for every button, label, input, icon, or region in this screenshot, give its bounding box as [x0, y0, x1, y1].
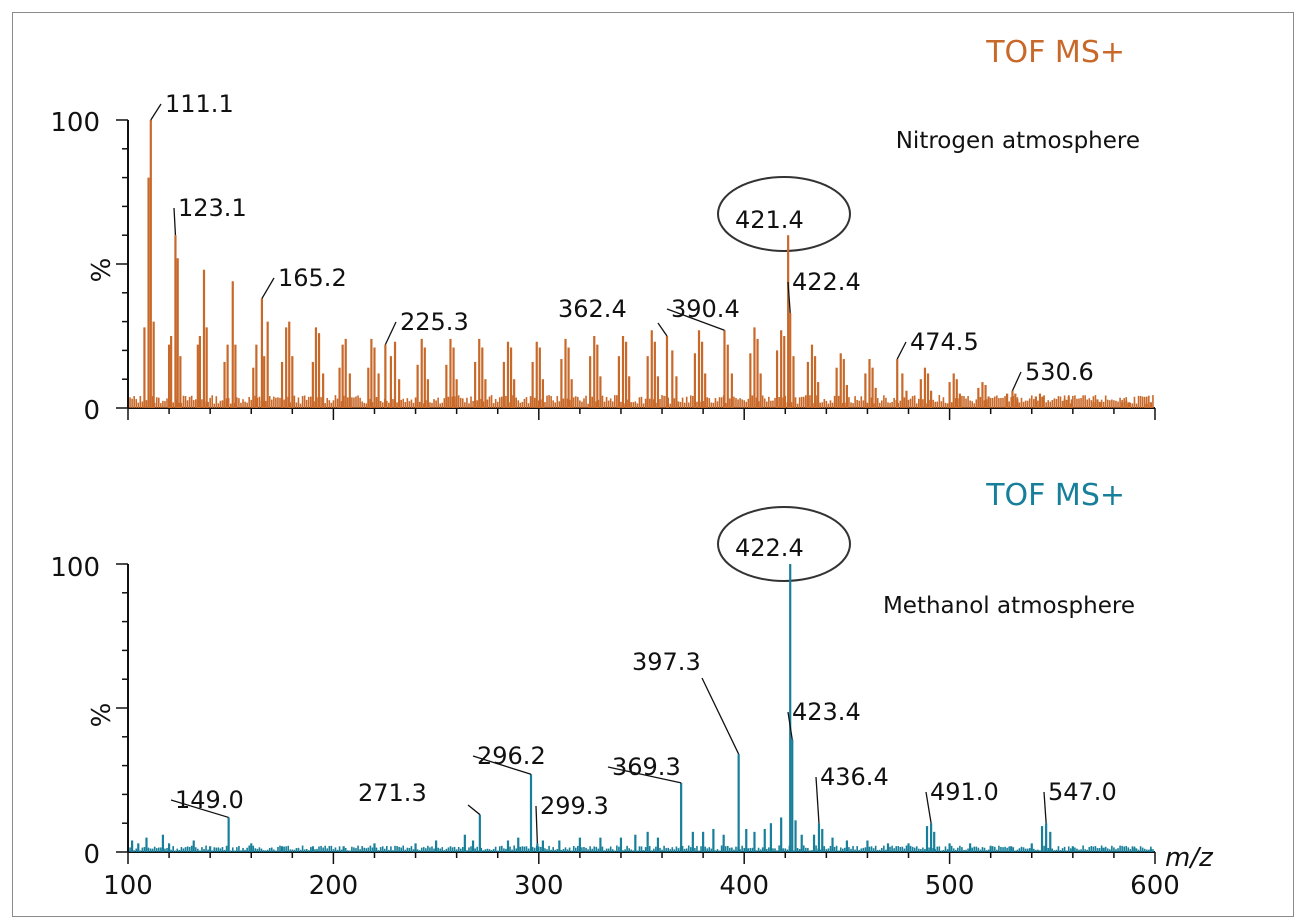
top-peak-label: 362.4 [558, 295, 627, 323]
bottom-label-leader [535, 805, 539, 844]
top-peak-label: 111.1 [165, 90, 234, 118]
bottom-x-tick-label: 300 [514, 871, 564, 901]
bottom-label-leader [1043, 791, 1047, 824]
top-highlight-ellipse [717, 176, 851, 252]
bottom-x-tick-label: 600 [1130, 871, 1180, 901]
bottom-peak-label: 491.0 [930, 778, 999, 806]
bottom-x-tick-labels: 100 200 300 400 500 600 [103, 871, 1180, 901]
bottom-x-tick-label: 400 [719, 871, 769, 901]
top-label-leader [261, 277, 275, 299]
top-peak-labels: 111.1 123.1 165.2 225.3 362.4 390.4 421.4 422.4… [150, 90, 1094, 391]
bottom-peak-label: 271.3 [358, 779, 427, 807]
top-label-leader [896, 341, 907, 360]
bottom-peak-label: 299.3 [540, 792, 609, 820]
bottom-label-leader [925, 791, 932, 824]
top-label-leader [1011, 371, 1022, 391]
bottom-peak-label: 397.3 [632, 648, 701, 676]
bottom-ytick-0: 0 [83, 840, 100, 870]
bottom-peak-label: 369.3 [612, 753, 681, 781]
bottom-peak-label: 436.4 [820, 763, 889, 791]
top-axes [116, 119, 1156, 420]
bottom-label-leader [701, 677, 740, 755]
top-label-leader [150, 103, 162, 121]
bottom-peak-label: 423.4 [792, 698, 861, 726]
top-peak-label: 530.6 [1025, 358, 1094, 386]
bottom-highlight-ellipse [717, 506, 851, 582]
top-peak-label: 123.1 [178, 194, 247, 222]
bottom-label-leader [467, 804, 481, 816]
bottom-spectrum [129, 564, 1154, 852]
bottom-peak-label: 422.4 [735, 534, 804, 562]
bottom-ylabel: % [87, 703, 117, 728]
top-peak-label: 165.2 [278, 264, 347, 292]
bottom-label-leader [815, 776, 820, 824]
top-label-leader [666, 308, 725, 331]
bottom-label-leader [607, 766, 682, 784]
bottom-peak-label: 296.2 [477, 742, 546, 770]
top-series-title: TOF MS+ [985, 35, 1125, 70]
bottom-x-tick-label: 200 [309, 871, 359, 901]
bottom-xlabel: m/z [1165, 843, 1214, 873]
top-peak-label: 225.3 [400, 308, 469, 336]
bottom-label-leader [170, 799, 229, 819]
bottom-peak-label: 149.0 [175, 786, 244, 814]
top-label-leader [384, 321, 397, 345]
top-ylabel: % [87, 258, 117, 283]
top-label-leader [173, 207, 177, 236]
bottom-series-title: TOF MS+ [985, 478, 1125, 513]
bottom-atmosphere-label: Methanol atmosphere [883, 593, 1135, 619]
top-ytick-0: 0 [83, 396, 100, 426]
top-peak-label: 474.5 [910, 328, 979, 356]
top-peak-label: 390.4 [671, 295, 740, 323]
bottom-label-leader [472, 755, 532, 775]
top-label-leader [657, 322, 668, 337]
bottom-peak-label: 547.0 [1048, 778, 1117, 806]
top-peak-label: 422.4 [792, 268, 861, 296]
bottom-ytick-100: 100 [50, 553, 100, 583]
figure-frame [12, 12, 1294, 917]
top-ytick-100: 100 [50, 108, 100, 138]
bottom-label-leader [787, 711, 793, 740]
top-peak-label: 421.4 [735, 206, 804, 234]
bottom-x-tick-label: 100 [103, 871, 153, 901]
top-label-leader [787, 281, 791, 314]
top-spectrum [129, 120, 1154, 408]
top-atmosphere-label: Nitrogen atmosphere [896, 128, 1140, 154]
bottom-x-tick-label: 500 [925, 871, 975, 901]
